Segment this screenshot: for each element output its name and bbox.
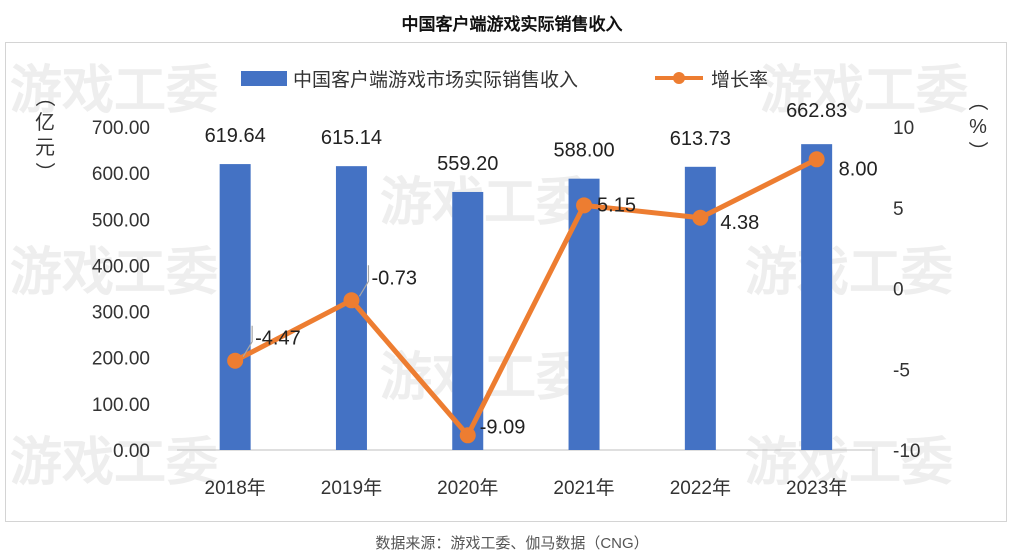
watermark-text: 游戏工委 <box>745 243 953 303</box>
x-axis-tick-label: 2021年 <box>553 477 614 499</box>
growth-rate-line <box>233 157 818 438</box>
legend-line-marker <box>673 72 685 84</box>
legend-bar-label: 中国客户端游戏市场实际销售收入 <box>293 69 578 91</box>
chart-title: 中国客户端游戏实际销售收入 <box>401 15 623 34</box>
label-leader-line <box>242 325 253 357</box>
left-axis-tick-label: 400.00 <box>92 256 150 277</box>
x-axis-tick-label: 2018年 <box>205 477 266 499</box>
x-axis-tick-label: 2023年 <box>786 477 847 499</box>
bar <box>452 191 484 450</box>
legend-line-label: 增长率 <box>711 69 768 91</box>
right-axis-title: （ <box>966 91 989 111</box>
bar-value-label: 588.00 <box>553 140 614 162</box>
left-axis-title: ） <box>33 162 56 182</box>
left-axis-tick-label: 600.00 <box>92 164 150 185</box>
data-source: 数据来源：游戏工委、伽马数据（CNG） <box>375 535 649 552</box>
left-axis-tick-label: 300.00 <box>92 303 150 324</box>
bar-value-label: 619.64 <box>205 125 266 147</box>
growth-rate-point <box>227 352 244 369</box>
right-axis-tick-label: 10 <box>893 118 914 139</box>
watermark-text: 游戏工委 <box>10 433 218 493</box>
growth-rate-label: -4.47 <box>255 328 301 350</box>
left-axis-title: 元 <box>35 137 55 159</box>
x-axis-tick-label: 2020年 <box>437 477 498 499</box>
right-axis-title: ） <box>966 141 989 161</box>
growth-rate-label: 5.15 <box>597 194 636 216</box>
left-axis-tick-label: 100.00 <box>92 395 150 416</box>
growth-rate-label: -0.73 <box>371 267 417 289</box>
watermark-text: 游戏工委 <box>745 433 953 493</box>
left-axis-tick-label: 0.00 <box>113 441 150 462</box>
growth-rate-point <box>459 427 476 444</box>
watermark-text: 游戏工委 <box>760 61 968 121</box>
bar-value-label: 559.20 <box>437 153 498 175</box>
bar-value-label: 613.73 <box>670 128 731 150</box>
bar-value-label: 662.83 <box>786 100 847 122</box>
right-axis-tick-label: 5 <box>893 199 904 220</box>
bar <box>801 144 833 450</box>
bar <box>568 178 600 450</box>
right-axis-title: % <box>969 116 987 138</box>
x-axis-tick-label: 2019年 <box>321 477 382 499</box>
right-axis-tick-label: -10 <box>893 441 920 462</box>
right-axis-tick-label: 0 <box>893 280 904 301</box>
growth-rate-label: 4.38 <box>720 212 759 234</box>
chart-frame <box>5 42 1007 522</box>
legend-bar-swatch <box>241 71 287 86</box>
left-axis-title: （ <box>33 87 56 107</box>
bar <box>684 166 716 451</box>
growth-rate-label: -9.09 <box>480 416 526 438</box>
x-axis-tick-label: 2022年 <box>670 477 731 499</box>
watermark-text: 游戏工委 <box>10 61 218 121</box>
left-axis-tick-label: 500.00 <box>92 210 150 231</box>
bar <box>219 164 251 451</box>
growth-rate-point <box>576 197 593 214</box>
growth-rate-point <box>692 209 709 226</box>
left-axis-tick-label: 200.00 <box>92 349 150 370</box>
left-axis-tick-label: 700.00 <box>92 118 150 139</box>
label-leader-line <box>358 265 370 297</box>
right-axis-tick-label: -5 <box>893 360 910 381</box>
watermark-text: 游戏工委 <box>10 243 218 303</box>
growth-rate-point <box>808 151 825 168</box>
growth-rate-point <box>343 292 360 309</box>
left-axis-title: 亿 <box>35 111 55 134</box>
watermark-text: 游戏工委 <box>380 173 588 233</box>
bar-value-label: 615.14 <box>321 127 382 149</box>
growth-rate-label: 8.00 <box>839 158 878 180</box>
